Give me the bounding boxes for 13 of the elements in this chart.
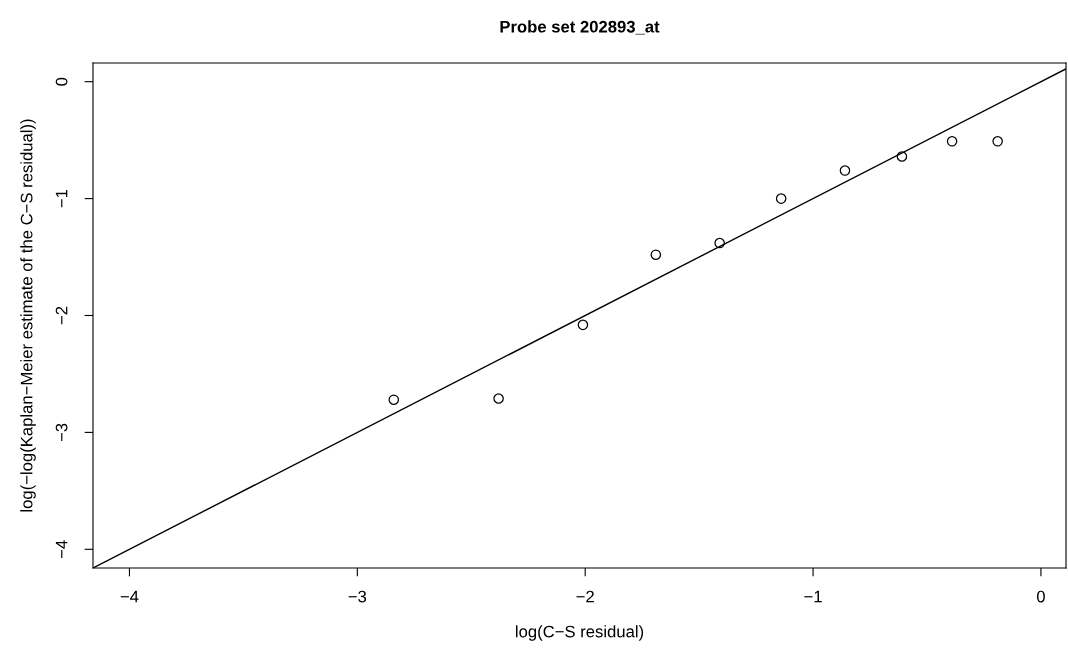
chart-title: Probe set 202893_at (500, 20, 660, 35)
y-tick-label: −1 (55, 189, 68, 208)
x-tick-label: −2 (576, 590, 594, 603)
y-tick-label: −2 (55, 306, 68, 325)
x-tick-label: −3 (348, 590, 367, 603)
y-tick-label: −3 (55, 423, 68, 442)
x-axis-title: log(C−S residual) (516, 625, 644, 641)
x-tick-label: 0 (1036, 590, 1045, 603)
x-tick-label: −4 (120, 590, 139, 603)
y-axis-title: log(−log(Kaplan−Meier estimate of the C−S residual)) (20, 119, 36, 512)
y-tick-label: −4 (55, 540, 68, 558)
x-tick-label: −1 (804, 590, 822, 603)
y-tick-label: 0 (55, 77, 68, 86)
